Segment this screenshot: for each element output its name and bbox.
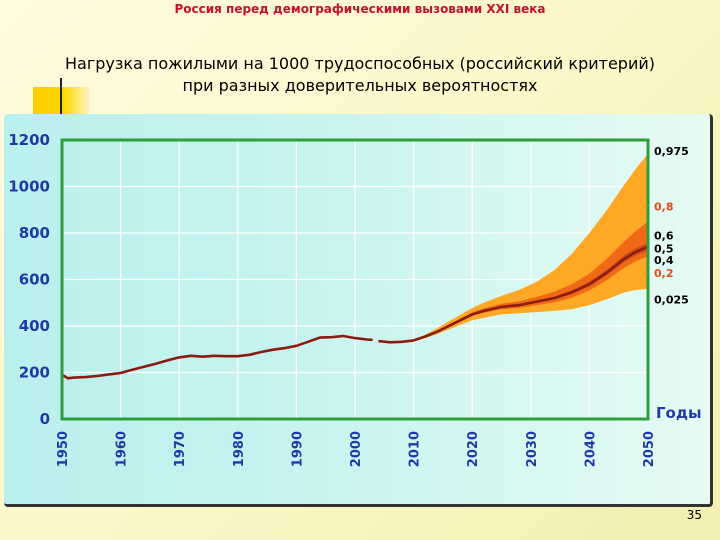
slide-title: Нагрузка пожилыми на 1000 трудоспособных… (0, 53, 720, 97)
percentile-label: 0,025 (654, 293, 689, 306)
x-tick-label: 1990 (290, 431, 305, 467)
y-tick-label: 400 (19, 317, 50, 335)
decorative-line (60, 78, 62, 118)
percentile-label-layer: 0,975 0,8 0,60,50,40,2 0,025 (654, 145, 689, 306)
x-tick-label: 1980 (232, 431, 247, 467)
confidence-band-0,025-0,975 (378, 153, 648, 343)
y-tick-label: 800 (19, 224, 50, 242)
plot-frame (60, 138, 650, 421)
x-tick-label: 2000 (349, 431, 364, 467)
page-number: 35 (686, 508, 702, 522)
chart-panel: 0 200 400 600 800 1000 1200 1950 1960 1970 1980 19… (4, 114, 713, 507)
y-tick-label: 600 (19, 271, 50, 289)
x-tick-label: 2040 (583, 431, 598, 467)
percentile-label: 0,5 (654, 243, 674, 256)
y-tick-label: 0 (40, 410, 50, 428)
band-layer (378, 153, 648, 343)
percentile-label: 0,6 (654, 229, 674, 242)
frame-layer (60, 138, 650, 421)
x-tick-label: 1950 (56, 431, 71, 467)
percentile-label: 0,4 (654, 254, 674, 267)
percentile-label: 0,975 (654, 145, 689, 158)
y-tick-label: 1000 (8, 178, 50, 196)
title-line-1: Нагрузка пожилыми на 1000 трудоспособных… (64, 54, 655, 73)
x-tick-label: 1960 (115, 431, 130, 467)
title-line-2: при разных доверительных вероятностях (182, 76, 538, 95)
median-projection-line (378, 245, 649, 344)
y-tick-layer: 0 200 400 600 800 1000 1200 (8, 131, 50, 428)
y-tick-label: 200 (19, 364, 50, 382)
historical-line (61, 334, 373, 380)
x-tick-label: 1970 (173, 431, 188, 467)
percentile-label: 0,8 (654, 200, 674, 213)
y-tick-label: 1200 (8, 131, 50, 149)
x-tick-layer: 1950 1960 1970 1980 1990 2000 2010 2020 2030 2040… (56, 431, 657, 467)
line-layer (61, 245, 649, 380)
x-tick-label: 2020 (466, 431, 481, 467)
slide-header: Россия перед демографическими вызовами X… (174, 2, 546, 16)
percentile-label: 0,2 (654, 267, 674, 280)
x-tick-label: 2030 (525, 431, 540, 467)
grid-layer (62, 140, 648, 419)
x-tick-label: 2050 (642, 431, 657, 467)
x-axis-title: Годы (656, 404, 702, 422)
x-tick-label: 2010 (408, 431, 423, 467)
